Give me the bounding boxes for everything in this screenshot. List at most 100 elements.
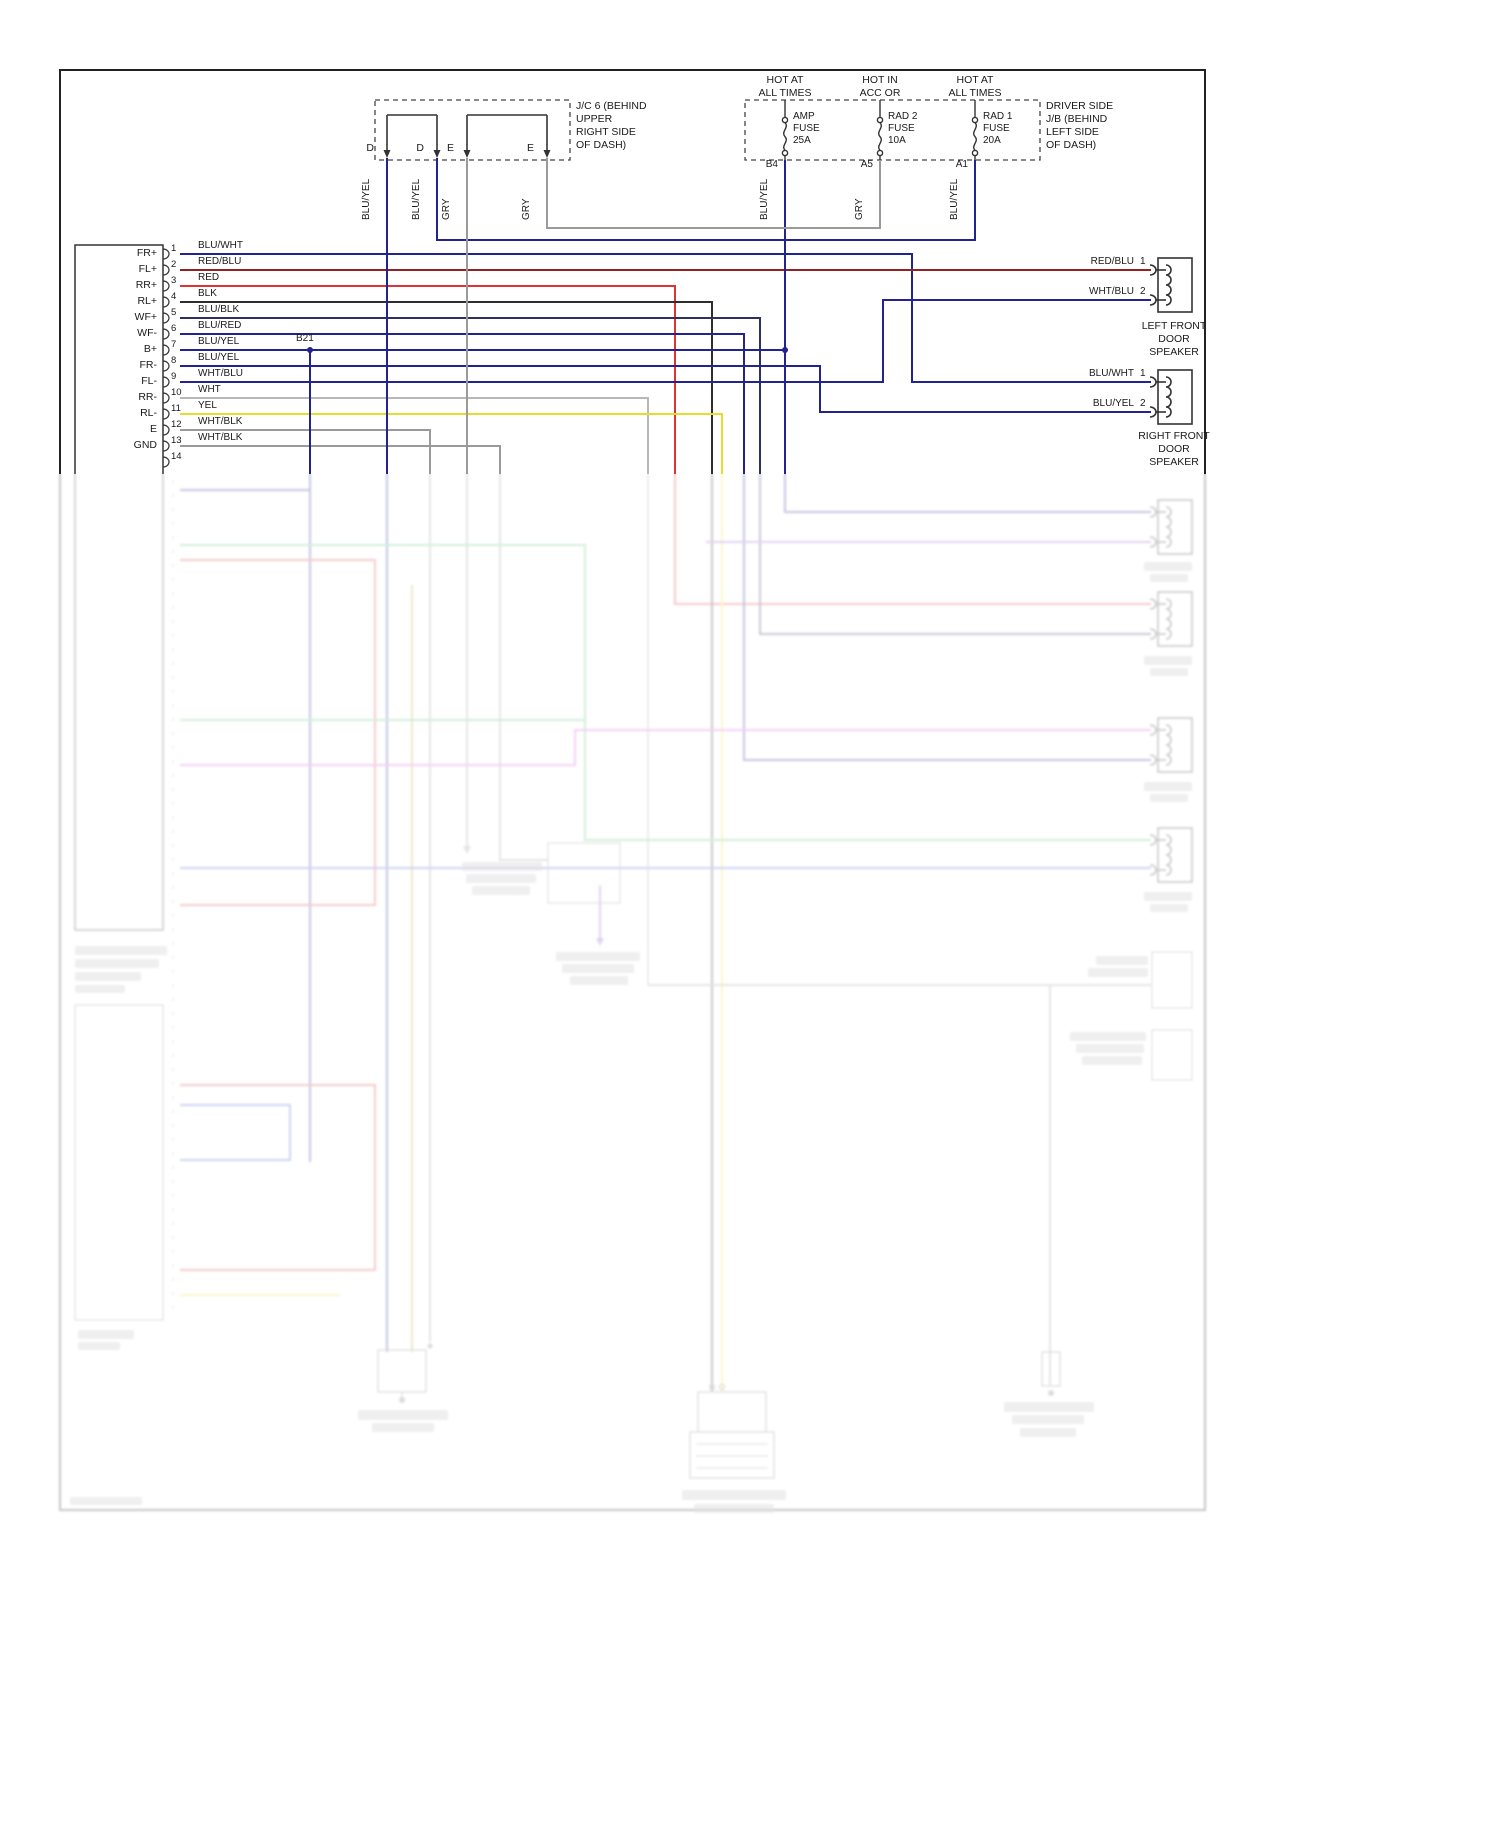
faded-speaker-symbol-2 (1149, 591, 1193, 647)
row-num-6: 6 (171, 323, 177, 334)
row-num-14: 14 (171, 451, 182, 462)
row-name-5: WF+ (134, 311, 157, 323)
row-wire-4: BLK (198, 288, 217, 299)
jc6-wire-label-3: GRY (441, 198, 452, 221)
jc6-pin-d1: D (366, 142, 374, 154)
feed-wire-label-a5: GRY (854, 198, 865, 221)
feed-header-amp: HOT AT ALL TIMES (758, 74, 812, 99)
rad1-fuse-symbol (971, 99, 979, 161)
jc6-box (374, 99, 571, 161)
wire-rl-plus-blk (180, 301, 713, 1392)
jc6-wire-label-2: BLU/YEL (411, 178, 422, 220)
lf-speaker-pin2-num: 2 (1140, 286, 1146, 297)
wire-fr-plus-blu-wht (180, 253, 1151, 383)
row-num-2: 2 (171, 259, 177, 270)
row-wire-9: WHT/BLU (198, 368, 243, 379)
wire-faded-grey-drop (648, 984, 1051, 1385)
faded-components (74, 480, 1193, 1479)
row-num-10: 10 (171, 387, 182, 398)
lf-speaker-pin1-wire: RED/BLU (1090, 256, 1134, 267)
wire-jc6-e1-to-rad2 (546, 158, 881, 229)
row-num-4: 4 (171, 291, 177, 302)
row-wire-2: RED/BLU (198, 256, 242, 267)
b21-junction-dot (307, 347, 313, 353)
row-name-7: B+ (143, 343, 157, 355)
amp-fuse-symbol (781, 99, 789, 161)
rf-speaker-pin1-num: 1 (1140, 368, 1146, 379)
jc6-wire-label-1: BLU/YEL (361, 178, 372, 220)
rad2-fuse-label: RAD 2 FUSE 10A (888, 111, 918, 146)
rf-speaker-pin1-wire: BLU/WHT (1089, 368, 1134, 379)
rf-speaker-pin2-wire: BLU/YEL (1092, 398, 1134, 409)
row-name-4: RL+ (137, 295, 157, 307)
wire-gnd-wht-blk (180, 445, 548, 861)
wire-faded-red-loop-1 (180, 559, 376, 906)
rad2-fuse-symbol (876, 99, 884, 161)
jc6-label: J/C 6 (BEHIND UPPER RIGHT SIDE OF DASH) (576, 100, 647, 151)
wire-faded-blue-loop (180, 1104, 291, 1161)
jc6-pin-d2: D (416, 142, 424, 154)
illegible-faded-text (70, 562, 1192, 1513)
row-num-3: 3 (171, 275, 177, 286)
row-num-7: 7 (171, 339, 177, 350)
purple-arrow-terminal (596, 938, 604, 946)
wire-amp-fuse-feed (784, 160, 1151, 513)
row-wire-8: BLU/YEL (198, 352, 240, 363)
wire-fl-minus-wht-blu (180, 299, 1151, 383)
row-wire-7: BLU/YEL (198, 336, 240, 347)
lf-speaker-pin1-num: 1 (1140, 256, 1146, 267)
row-name-13: GND (133, 439, 157, 451)
jc6-wire-label-4: GRY (521, 198, 532, 221)
row-num-8: 8 (171, 355, 177, 366)
wire-fr-minus-blu-yel (180, 365, 1151, 413)
pin-b4: B4 (765, 159, 778, 170)
junction-block-box (744, 99, 1041, 161)
faded-speaker-symbol-4 (1149, 827, 1193, 883)
rf-speaker-pin2-num: 2 (1140, 398, 1146, 409)
junctions (307, 347, 1054, 1403)
wire-faded-red-loop-2 (180, 1084, 376, 1271)
wire-e-wht-blk (180, 429, 431, 1342)
rf-speaker-label: RIGHT FRONT DOOR SPEAKER (1138, 430, 1210, 468)
row-num-11: 11 (171, 403, 181, 414)
faded-speaker-symbol-3 (1149, 717, 1193, 773)
row-name-9: FL- (141, 375, 157, 387)
row-wire-13: WHT/BLK (198, 432, 243, 443)
row-wire-6: BLU/RED (198, 320, 242, 331)
row-name-1: FR+ (136, 247, 157, 259)
row-wire-3: RED (198, 272, 220, 283)
left-front-door-speaker-symbol (1149, 257, 1193, 313)
row-wire-10: WHT (198, 384, 221, 395)
right-front-door-speaker-symbol (1149, 369, 1193, 425)
feed-header-rad2: HOT IN ACC OR (859, 74, 901, 99)
wire-jc6-d2-to-rad1 (436, 158, 976, 241)
grey-arrow-terminal (463, 846, 471, 854)
row-wire-5: BLU/BLK (198, 304, 240, 315)
feed-wire-label-b4: BLU/YEL (759, 178, 770, 220)
row-name-12: E (149, 423, 157, 435)
row-wire-1: BLU/WHT (198, 240, 243, 251)
rad1-fuse-label: RAD 1 FUSE 20A (983, 111, 1013, 146)
row-name-8: FR- (139, 359, 158, 371)
row-num-5: 5 (171, 307, 177, 318)
amp-fuse-label: AMP FUSE 25A (793, 111, 820, 146)
lf-speaker-pin2-wire: WHT/BLU (1089, 286, 1134, 297)
lf-speaker-label: LEFT FRONT DOOR SPEAKER (1141, 320, 1207, 358)
row-name-2: FL+ (138, 263, 157, 275)
row-num-1: 1 (171, 243, 177, 254)
jc6-pin-e1: E (446, 142, 454, 154)
b-plus-junction-dot (782, 347, 788, 353)
row-name-6: WF- (137, 327, 157, 339)
row-name-11: RL- (140, 407, 157, 419)
wire-faded-green-main (180, 544, 1151, 841)
wires (180, 158, 1151, 1392)
faded-speaker-symbol-1 (1149, 499, 1193, 555)
wire-rr-minus-wht (180, 397, 649, 985)
row-name-10: RR- (138, 391, 157, 403)
row-num-13: 13 (171, 435, 182, 446)
row-wire-11: YEL (198, 400, 217, 411)
row-name-3: RR+ (135, 279, 157, 291)
pin-a5: A5 (860, 159, 873, 170)
junction-block-label: DRIVER SIDE J/B (BEHIND LEFT SIDE OF DAS… (1046, 100, 1114, 151)
